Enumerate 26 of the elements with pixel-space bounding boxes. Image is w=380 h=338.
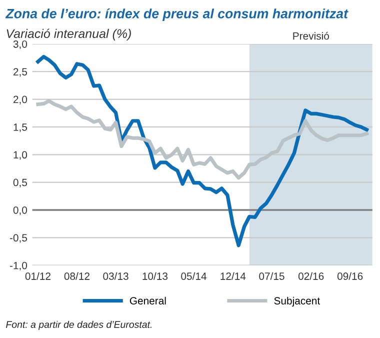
x-tick-label: 12/14 [220,272,246,280]
legend-label: Subjacent [274,296,320,307]
chart-subtitle: Variació interanual (%) [6,28,131,41]
y-tick-label: -0,5 [10,234,28,243]
y-tick-label: 1,5 [14,124,28,132]
y-tick-label: 0,5 [13,178,28,188]
y-tick-label: 0,0 [13,206,28,216]
x-tick-label: 07/15 [259,272,284,280]
y-tick-label: -1,0 [10,262,28,270]
chart-title: Zona de l’euro: índex de preus al consum harmonitzat [5,8,348,21]
x-tick-label: 01/12 [25,272,50,280]
band-label: Previsió [293,32,329,40]
y-tick-label: 2,5 [13,68,28,77]
y-tick-label: 3,0 [13,40,28,50]
x-tick-label: 05/14 [181,272,206,280]
x-tick-label: 02/16 [298,272,324,280]
legend-label: General [130,296,166,304]
text: Font: a partir de dades d’Eurostat. [6,320,152,330]
x-tick-label: 08/12 [64,272,90,280]
line-series [36,54,369,248]
x-tick-label: 09/16 [337,272,363,280]
x-tick-label: 03/13 [103,272,128,280]
y-tick-label: 1,0 [14,151,28,160]
y-tick-label: 2,0 [13,96,28,104]
line-series [36,99,369,180]
x-tick-label: 10/13 [142,272,168,280]
